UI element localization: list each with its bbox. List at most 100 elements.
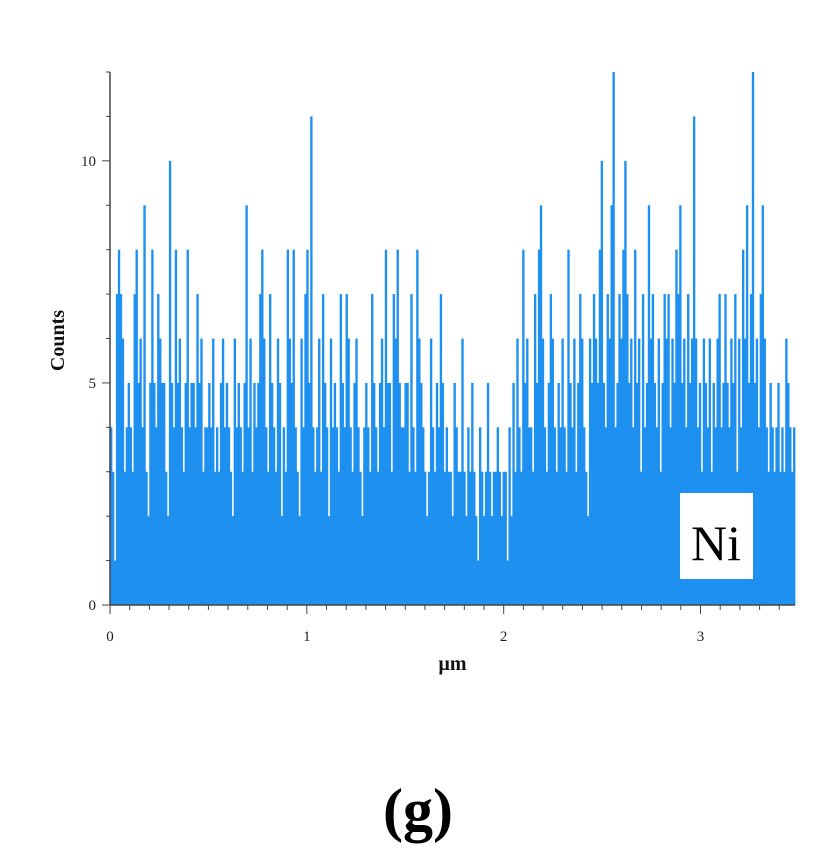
histogram-bar (518, 427, 521, 605)
histogram-bar (402, 427, 405, 605)
histogram-bar (296, 471, 299, 605)
histogram-bar (600, 160, 604, 605)
histogram-bar (465, 516, 468, 605)
histogram-bar (671, 338, 674, 605)
histogram-bar (543, 427, 547, 605)
histogram-bar (753, 382, 757, 605)
histogram-bar (110, 427, 113, 605)
histogram-bar (484, 471, 488, 605)
histogram-bar (467, 427, 470, 605)
histogram-bar (335, 427, 339, 605)
histogram-bar (643, 427, 647, 605)
histogram-bar (539, 205, 543, 605)
histogram-bar (492, 471, 496, 605)
histogram-bar (586, 516, 590, 605)
histogram-bar (255, 427, 258, 605)
histogram-bar (398, 382, 401, 605)
histogram-bar (190, 382, 193, 605)
histogram-bar (541, 338, 545, 605)
histogram-bar (479, 427, 482, 605)
histogram-bar (775, 427, 778, 605)
histogram-bar (302, 427, 305, 605)
histogram-bar (602, 382, 606, 605)
histogram-bar (661, 382, 664, 605)
histogram-bar (323, 382, 327, 605)
histogram-bar (647, 205, 651, 605)
histogram-bar (771, 427, 774, 605)
histogram-bar (157, 294, 160, 605)
histogram-bar (363, 427, 366, 605)
histogram-bar (355, 338, 358, 605)
histogram-bar (598, 249, 602, 606)
histogram-bar (282, 427, 286, 605)
histogram-bar (365, 382, 368, 605)
histogram-bar (131, 471, 134, 605)
histogram-bar (555, 471, 558, 605)
histogram-bar (155, 427, 158, 605)
histogram-bar (151, 249, 154, 606)
histogram-bar (278, 382, 282, 605)
histogram-bar (583, 427, 586, 605)
histogram-bar (789, 427, 792, 605)
histogram-bar (679, 205, 682, 605)
histogram-bar (724, 294, 727, 605)
histogram-bar (333, 382, 337, 605)
histogram-bar (451, 516, 454, 605)
histogram-bar (349, 427, 352, 605)
histogram-bar (382, 427, 386, 605)
histogram-bar (506, 560, 509, 605)
histogram-bar (412, 427, 415, 605)
histogram-bar (569, 382, 572, 605)
histogram-bar (612, 72, 615, 605)
histogram-bar (473, 471, 476, 605)
histogram-bar (502, 471, 505, 605)
histogram-bar (673, 382, 676, 605)
y-ticks: 0 5 10 (81, 71, 110, 614)
histogram-bar (284, 471, 288, 605)
histogram-bar (694, 338, 698, 605)
histogram-bar (204, 427, 207, 605)
histogram-bar (437, 427, 441, 605)
x-tick-label: 0 (106, 629, 114, 645)
histogram-bar (524, 382, 527, 605)
histogram-bar (488, 471, 492, 605)
histogram-bar (547, 382, 551, 605)
histogram-bar (408, 471, 411, 605)
histogram-bar (265, 427, 268, 605)
histogram-bar (571, 427, 574, 605)
histogram-bar (376, 471, 380, 605)
histogram-bar (235, 427, 238, 605)
histogram-bar (439, 294, 443, 605)
histogram-bar (162, 382, 166, 605)
histogram-bar (533, 294, 537, 605)
histogram-bar (581, 338, 584, 605)
histogram-bar (429, 338, 433, 605)
histogram-bar (361, 516, 364, 605)
histogram-bar (127, 382, 131, 605)
histogram-bar (677, 294, 680, 605)
histogram-bar (404, 382, 407, 605)
histogram-bar (630, 338, 633, 605)
histogram-bar (300, 338, 303, 605)
histogram-bar (139, 338, 142, 605)
element-label: Ni (691, 515, 741, 571)
histogram-bar (783, 471, 786, 605)
panel-label: (g) (383, 777, 453, 843)
histogram-bar (337, 471, 341, 605)
histogram-bar (743, 338, 747, 605)
histogram-bar (373, 382, 376, 605)
histogram-bar (759, 294, 763, 605)
y-tick-label: 5 (89, 376, 97, 392)
histogram-bar (496, 427, 500, 605)
histogram-bar (559, 427, 562, 605)
histogram-bar (622, 249, 625, 606)
histogram-bar (422, 427, 425, 605)
histogram-bar (702, 338, 706, 605)
histogram-bar (637, 338, 641, 605)
histogram-bar (329, 338, 333, 605)
histogram-bar (526, 338, 529, 605)
histogram-bar (486, 382, 490, 605)
bars-group (110, 72, 796, 606)
histogram-bar (416, 249, 419, 606)
